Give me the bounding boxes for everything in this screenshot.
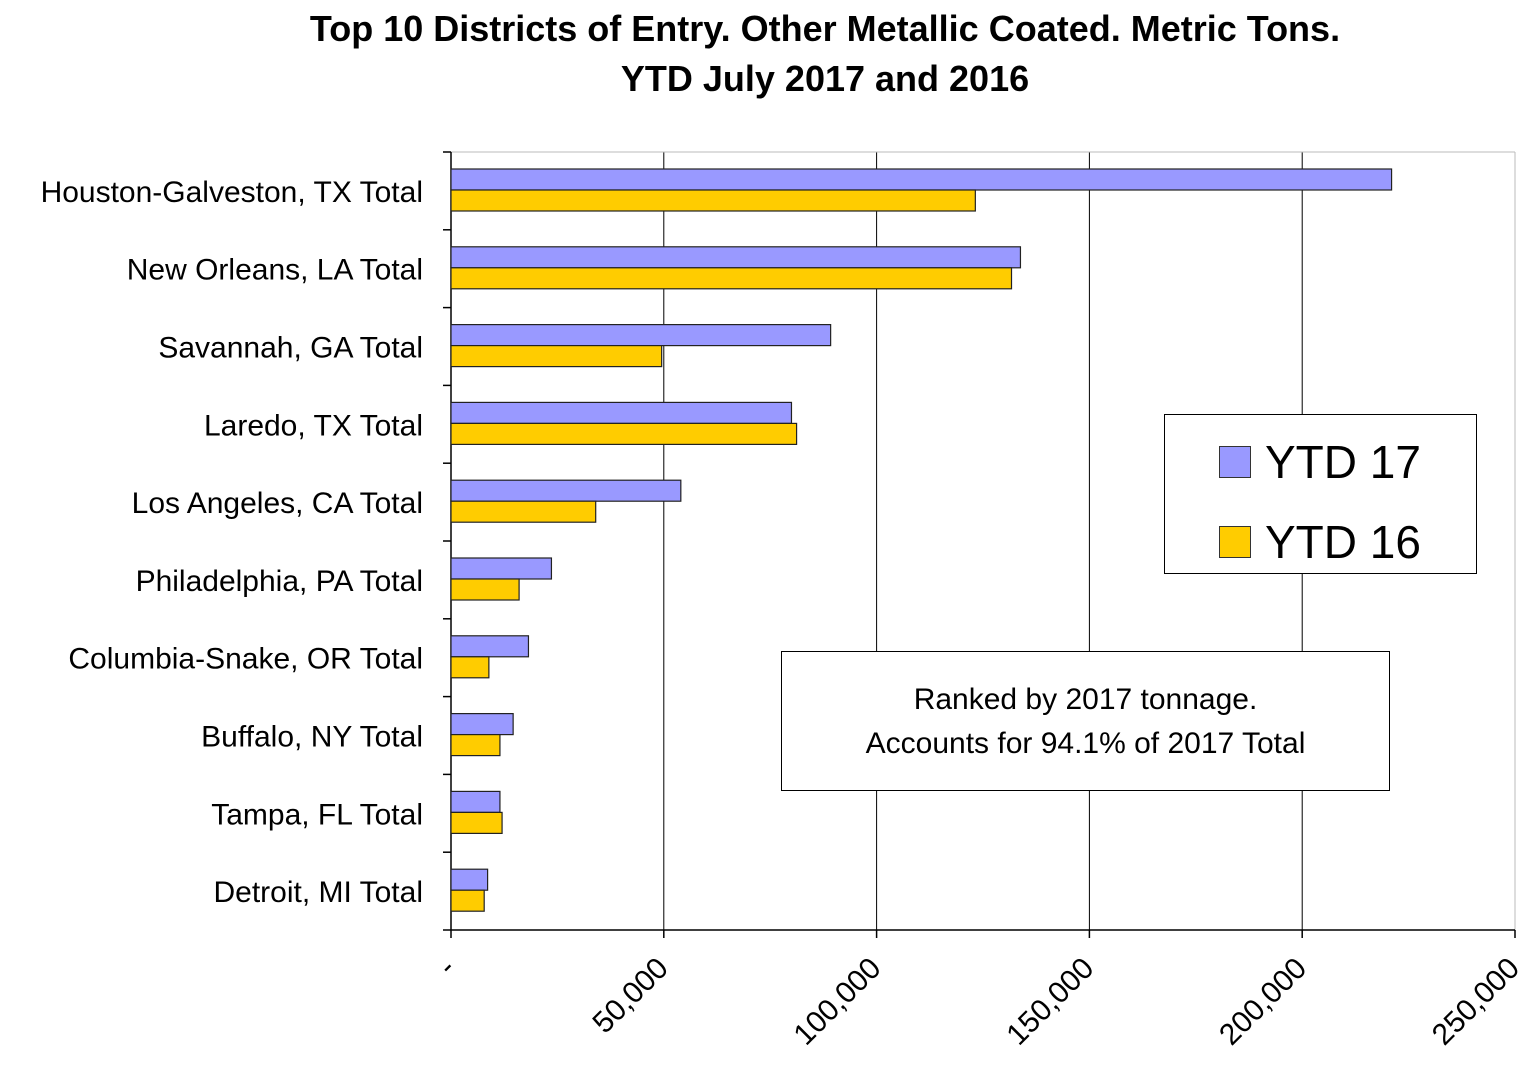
annotation-line-2: Accounts for 94.1% of 2017 Total [865, 727, 1306, 760]
x-tick-label: 150,000 [1000, 952, 1100, 1052]
bar-ytd17 [450, 246, 1022, 269]
category-label: Savannah, GA Total [158, 332, 423, 365]
bar-ytd17 [450, 868, 489, 891]
legend-item-ytd17: YTD 17 [1219, 435, 1421, 489]
category-label: Philadelphia, PA Total [136, 565, 423, 598]
bar-ytd16 [450, 656, 490, 679]
bar-ytd16 [450, 811, 503, 835]
bar-ytd17 [450, 635, 530, 658]
bar-ytd17 [450, 324, 832, 347]
category-label: Buffalo, NY Total [201, 721, 423, 754]
bar-ytd17 [450, 712, 514, 736]
chart-title-line-2: YTD July 2017 and 2016 [620, 58, 1030, 99]
category-label: Laredo, TX Total [204, 409, 423, 442]
annotation-box: Ranked by 2017 tonnage. Accounts for 94.… [781, 651, 1390, 791]
legend-item-ytd16: YTD 16 [1219, 515, 1421, 569]
bar-ytd16 [450, 733, 501, 757]
category-label: New Orleans, LA Total [127, 254, 423, 287]
legend-swatch-ytd17 [1219, 446, 1251, 478]
bar-ytd17 [450, 168, 1393, 191]
legend-swatch-ytd16 [1219, 526, 1251, 558]
bar-ytd16 [450, 267, 1013, 290]
bar-ytd16 [450, 500, 597, 523]
bar-ytd17 [450, 790, 501, 814]
x-tick-label: 100,000 [788, 952, 888, 1052]
category-label: Houston-Galveston, TX Total [41, 176, 423, 209]
category-label: Los Angeles, CA Total [132, 487, 423, 520]
bar-ytd16 [450, 578, 520, 601]
bar-ytd16 [450, 189, 976, 212]
x-tick-label: 50,000 [587, 952, 675, 1040]
bar-ytd17 [450, 401, 793, 424]
bar-ytd16 [450, 345, 663, 368]
chart-title-line-1: Top 10 Districts of Entry. Other Metalli… [309, 8, 1341, 49]
category-label: Columbia-Snake, OR Total [68, 643, 423, 676]
legend-label-ytd16: YTD 16 [1265, 516, 1421, 568]
category-label: Detroit, MI Total [213, 876, 423, 909]
bar-ytd17 [450, 479, 682, 502]
bar-ytd17 [450, 557, 553, 580]
x-tick-label: - [432, 952, 462, 982]
bar-ytd16 [450, 422, 798, 445]
x-tick-label: 200,000 [1213, 952, 1313, 1052]
annotation-line-1: Ranked by 2017 tonnage. [913, 683, 1258, 716]
legend-label-ytd17: YTD 17 [1265, 436, 1421, 488]
legend: YTD 17 YTD 16 [1164, 414, 1477, 574]
x-tick-label: 250,000 [1426, 952, 1526, 1052]
category-label: Tampa, FL Total [211, 798, 423, 831]
bar-ytd16 [450, 889, 485, 912]
chart-title: Top 10 Districts of Entry. Other Metalli… [0, 4, 1532, 104]
